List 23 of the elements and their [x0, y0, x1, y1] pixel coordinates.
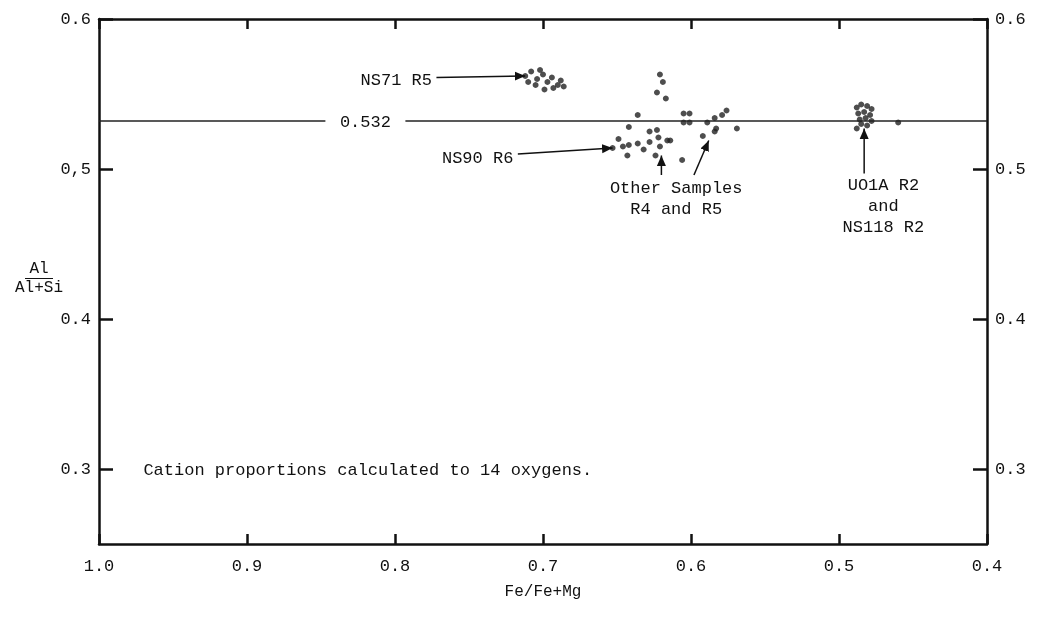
- annotation: NS90 R6: [441, 149, 514, 168]
- y2-tick-label: 0.4: [995, 309, 1026, 329]
- y-axis-title: Al Al+Si: [14, 259, 64, 297]
- y-tick-label: 0.4: [60, 309, 91, 329]
- y2-tick-label: 0.6: [995, 9, 1026, 29]
- x-tick-label: 0.7: [527, 557, 559, 576]
- x-axis-title: Fe/Fe+Mg: [504, 583, 582, 601]
- annotation: Other Samples R4 and R5: [609, 179, 743, 219]
- x-tick-label: 0.9: [231, 557, 263, 576]
- annotation: NS71 R5: [360, 71, 432, 90]
- y-tick-label: 0,5: [60, 159, 91, 179]
- x-tick-label: 1.0: [83, 557, 115, 576]
- y-tick-label: 0.3: [60, 459, 91, 479]
- x-tick-label: 0.6: [675, 557, 707, 576]
- annotation: Cation proportions calculated to 14 oxygens.: [143, 461, 593, 480]
- ref-line-label: 0.532: [339, 113, 391, 132]
- y2-tick-label: 0.5: [995, 159, 1026, 179]
- y2-tick-label: 0.3: [995, 459, 1026, 479]
- x-tick-label: 0.8: [379, 557, 411, 576]
- x-tick-label: 0.4: [971, 557, 1003, 576]
- y-tick-label: 0.6: [60, 9, 91, 29]
- annotation: UO1A R2 and NS118 R2: [842, 176, 925, 237]
- x-tick-label: 0.5: [823, 557, 855, 576]
